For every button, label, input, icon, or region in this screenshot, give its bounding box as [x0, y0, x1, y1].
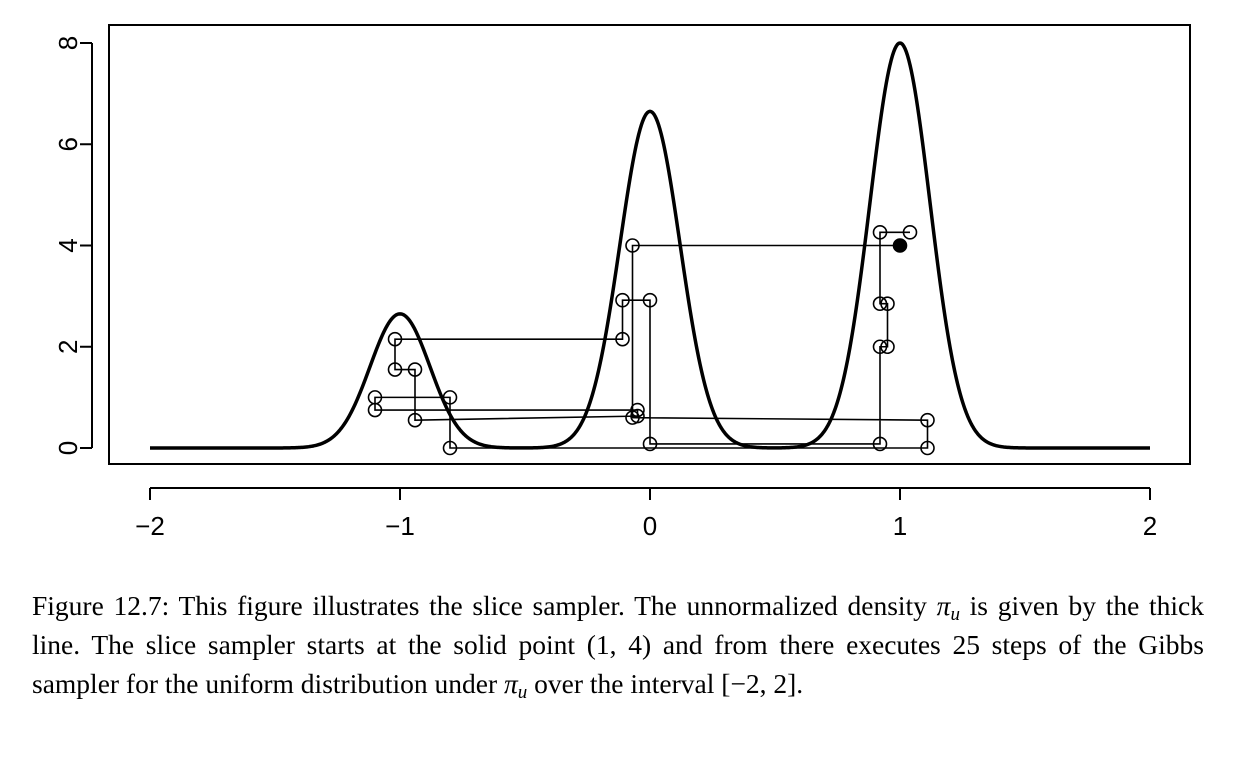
sampler-point	[872, 225, 888, 240]
density-line	[149, 41, 1151, 450]
sampler-point	[407, 412, 423, 428]
sampler-point	[630, 402, 645, 418]
x-tick-label: 1	[893, 511, 907, 541]
sampler-point	[872, 436, 888, 452]
caption-text-2: is given by the thick line. The slice sa…	[32, 590, 1205, 699]
caption-symbol-sub-u-2: u	[517, 682, 528, 703]
figure-caption: Figure 12.7: This figure illustrates the…	[32, 586, 1204, 703]
sampler-point	[615, 292, 630, 308]
sampler-start-point	[893, 238, 907, 253]
sampler-point	[920, 440, 935, 456]
caption-symbol-pi-2: π	[504, 668, 518, 699]
density-curve	[149, 41, 1151, 450]
sampler-point	[407, 362, 423, 377]
sampler-point	[872, 296, 888, 312]
caption-symbol-sub-u: u	[950, 604, 960, 625]
sampler-point	[615, 331, 630, 347]
y-tick-label: 8	[53, 36, 83, 50]
sampler-point	[387, 362, 403, 377]
sampler-point	[642, 292, 658, 308]
sampler-point	[442, 390, 458, 405]
sampler-point	[880, 339, 895, 355]
sampler-point	[902, 225, 918, 240]
sampler-path-line	[374, 231, 929, 449]
slice-sampler-chart: −2 −1 0 1 2 0 2 4 6 8	[53, 24, 1191, 541]
caption-text-1: This figure illustrates the slice sample…	[178, 590, 927, 621]
sampler-point	[387, 331, 403, 347]
x-tick-label: 0	[643, 511, 657, 541]
sampler-point	[920, 412, 935, 428]
y-tick-label: 4	[53, 238, 83, 252]
sampler-point	[630, 408, 645, 424]
y-tick-label: 6	[53, 137, 83, 151]
sampler-point	[442, 440, 458, 456]
sampler-points	[367, 225, 935, 456]
caption-figure-label: Figure 12.7:	[32, 590, 170, 621]
sampler-point	[880, 296, 895, 312]
axes: −2 −1 0 1 2 0 2 4 6 8	[53, 36, 1157, 541]
y-tick-label: 0	[53, 441, 83, 455]
x-tick-label: 2	[1143, 511, 1157, 541]
y-tick-label: 2	[53, 340, 83, 354]
plot-frame	[108, 24, 1191, 465]
caption-text-3: over the interval [−2, 2].	[534, 668, 804, 699]
caption-symbol-pi: π	[936, 590, 951, 621]
sampler-point	[642, 436, 658, 452]
sampler-point	[625, 238, 640, 253]
x-tick-label: −2	[135, 511, 165, 541]
x-tick-label: −1	[385, 511, 415, 541]
sampler-path	[374, 231, 929, 449]
sampler-point	[872, 339, 888, 355]
sampler-point	[367, 402, 383, 418]
